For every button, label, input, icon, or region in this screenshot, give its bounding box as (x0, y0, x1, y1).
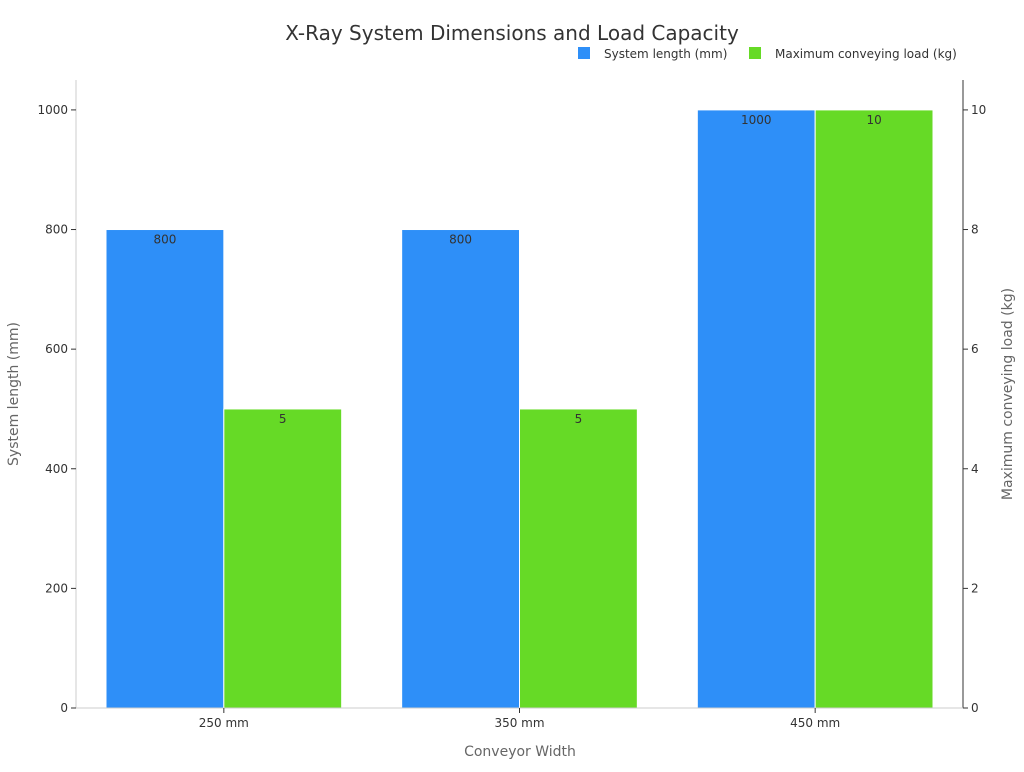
right-tick-label: 6 (971, 342, 979, 356)
bar-system-length-3 (696, 109, 816, 709)
x-tick-label: 350 mm (494, 716, 544, 730)
left-axis-ticks: 0 200 400 600 800 1000 (37, 103, 76, 715)
bar-max-load-1 (223, 408, 343, 709)
right-tick-label: 8 (971, 223, 979, 237)
left-tick-label: 400 (45, 462, 68, 476)
legend: System length (mm) Maximum conveying loa… (578, 47, 957, 61)
left-tick-label: 800 (45, 223, 68, 237)
right-axis-ticks: 0 2 4 6 8 10 (963, 103, 986, 715)
x-tick-label: 250 mm (199, 716, 249, 730)
right-tick-label: 2 (971, 581, 979, 595)
left-tick-label: 200 (45, 581, 68, 595)
bar-label-system-length-2: 800 (449, 233, 472, 247)
bar-label-system-length-3: 1000 (741, 113, 772, 127)
left-axis-title: System length (mm) (6, 322, 22, 466)
bar-labels-group: 800 5 800 5 1000 10 (153, 113, 881, 426)
bar-max-load-2 (519, 408, 638, 709)
right-tick-label: 4 (971, 462, 979, 476)
left-tick-label: 1000 (37, 103, 68, 117)
right-tick-label: 10 (971, 103, 986, 117)
x-axis-ticks: 250 mm 350 mm 450 mm (199, 708, 840, 730)
right-axis-title: Maximum conveying load (kg) (1000, 288, 1016, 500)
bar-system-length-2 (401, 229, 520, 709)
bar-label-max-load-2: 5 (575, 412, 583, 426)
left-tick-label: 0 (60, 701, 68, 715)
x-axis-title: Conveyor Width (464, 744, 576, 760)
legend-label-system-length: System length (mm) (604, 47, 727, 61)
x-tick-label: 450 mm (790, 716, 840, 730)
bar-label-max-load-1: 5 (279, 412, 287, 426)
bar-label-max-load-3: 10 (866, 113, 881, 127)
bar-system-length-1 (105, 229, 225, 709)
right-tick-label: 0 (971, 701, 979, 715)
bars-group (105, 109, 934, 709)
bar-max-load-3 (814, 109, 934, 709)
chart-title: X-Ray System Dimensions and Load Capacit… (285, 21, 739, 45)
bar-label-system-length-1: 800 (153, 233, 176, 247)
legend-swatch-max-load (749, 47, 761, 59)
left-tick-label: 600 (45, 342, 68, 356)
legend-swatch-system-length (578, 47, 590, 59)
legend-label-max-load: Maximum conveying load (kg) (775, 47, 957, 61)
